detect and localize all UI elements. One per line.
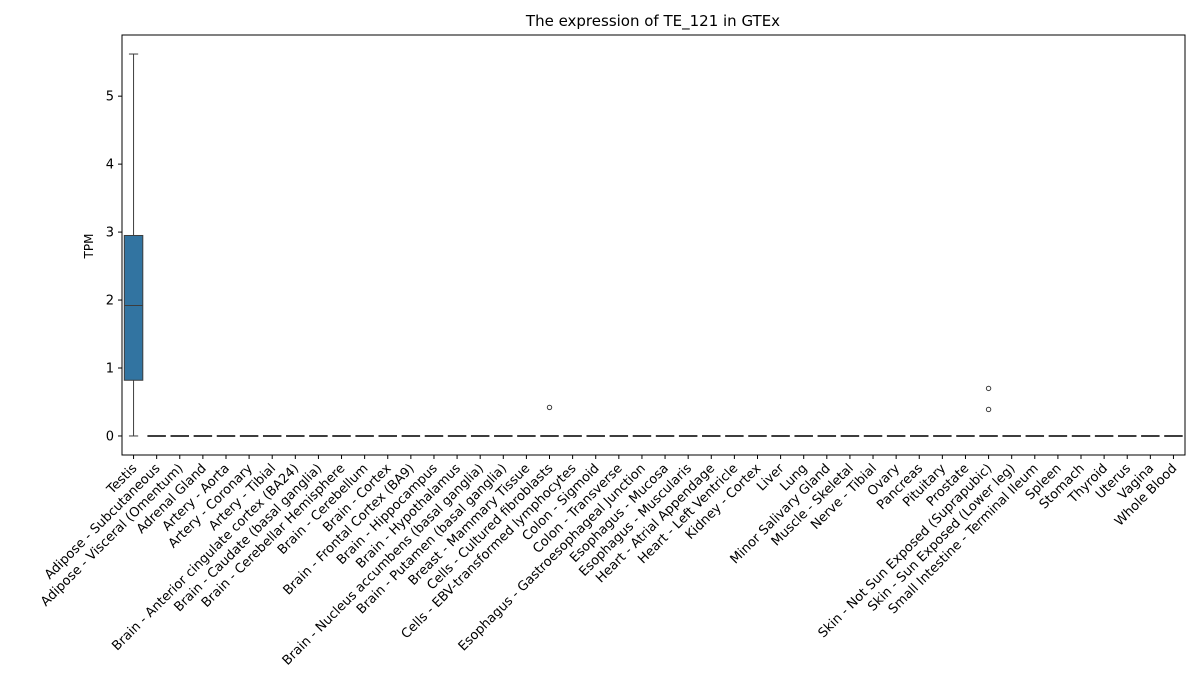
y-tick-label: 1: [106, 362, 114, 377]
chart-title: The expression of TE_121 in GTEx: [525, 12, 780, 31]
box-group: [123, 53, 144, 437]
y-tick-label: 4: [106, 158, 114, 173]
outlier-point: [985, 406, 992, 413]
plot-frame: [121, 34, 1186, 456]
outlier-point: [546, 404, 553, 411]
y-axis-label: TPM: [82, 234, 96, 260]
y-tick-label: 5: [106, 90, 114, 105]
y-tick-label: 3: [106, 226, 114, 241]
box: [123, 234, 144, 381]
y-tick-label: 2: [106, 294, 114, 309]
plot-area: [123, 53, 1183, 437]
outlier-point: [985, 385, 992, 392]
y-tick-label: 0: [106, 429, 114, 444]
box-group: [979, 385, 998, 437]
box-group: [540, 404, 559, 437]
